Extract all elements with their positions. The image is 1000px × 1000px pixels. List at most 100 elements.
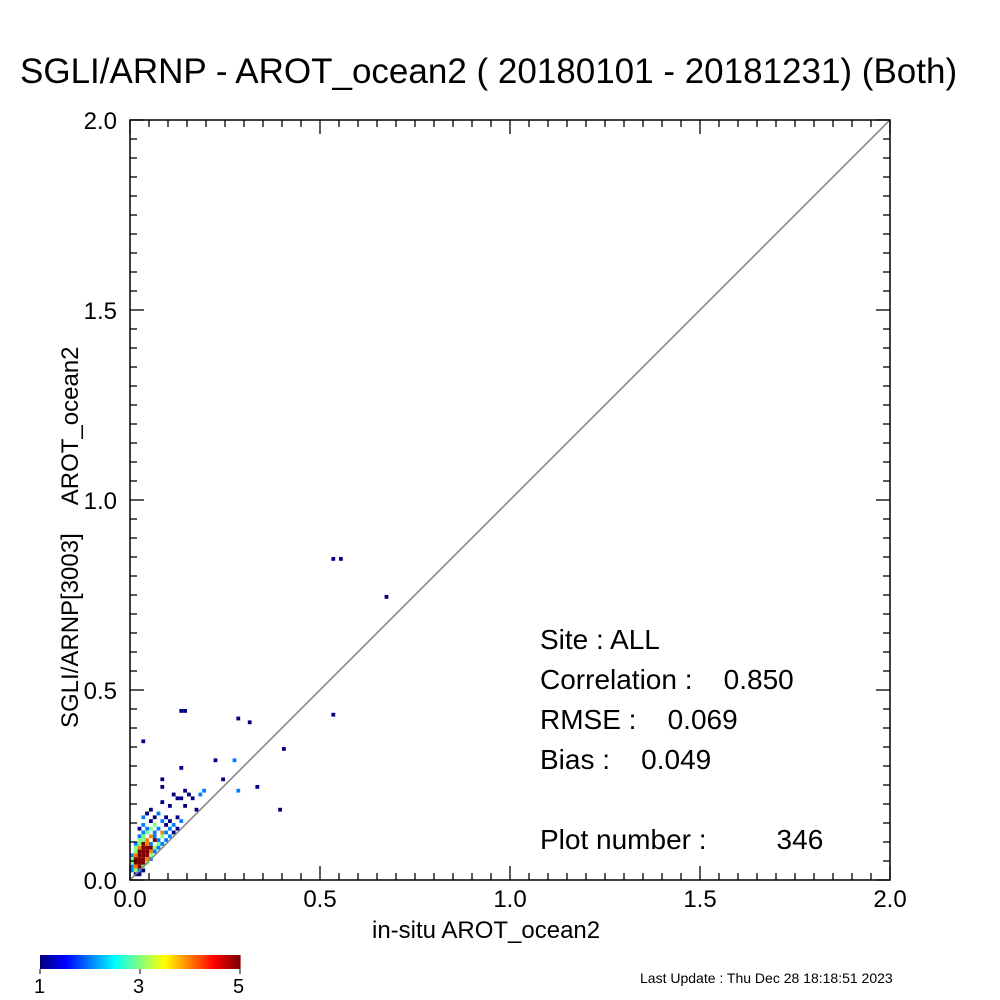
heatmap-cell <box>141 815 146 820</box>
heatmap-cells <box>130 557 389 877</box>
heatmap-cell <box>137 864 142 869</box>
stat-site: Site : ALL <box>540 624 660 655</box>
heatmap-cell <box>156 845 161 850</box>
heatmap-cell <box>384 595 389 599</box>
stat-bias-label: Bias : <box>540 744 611 775</box>
colorbar-segment <box>226 955 229 969</box>
colorbar-segment <box>176 955 179 969</box>
colorbar-segment <box>52 955 55 969</box>
heatmap-cell <box>149 819 153 823</box>
colorbar-segment <box>228 955 231 969</box>
heatmap-cell <box>141 857 146 861</box>
heatmap-cell <box>130 868 134 873</box>
colorbar-segment <box>40 955 43 969</box>
colorbar-segment <box>190 955 193 969</box>
heatmap-cell <box>156 838 161 842</box>
heatmap-cell <box>149 842 153 846</box>
colorbar-segment <box>104 955 107 969</box>
colorbar-segment <box>182 955 185 969</box>
stat-plot-number-value: 346 <box>776 824 824 855</box>
colorbar-segment <box>214 955 217 969</box>
colorbar-segment <box>236 955 239 969</box>
heatmap-cell <box>164 830 168 835</box>
heatmap-cell <box>175 815 180 820</box>
colorbar-segment <box>132 955 135 969</box>
colorbar-segment <box>152 955 155 969</box>
heatmap-cell <box>145 842 149 846</box>
colorbar-segment <box>112 955 115 969</box>
heatmap-cell <box>145 811 149 816</box>
colorbar-segment <box>58 955 61 969</box>
colorbar-segment <box>42 955 45 969</box>
x-axis-label: in-situ AROT_ocean2 <box>372 917 601 944</box>
colorbar-segment <box>92 955 95 969</box>
colorbar-segment <box>46 955 49 969</box>
colorbar-segment <box>148 955 151 969</box>
colorbar-segment <box>66 955 69 969</box>
heatmap-cell <box>141 845 146 850</box>
heatmap-cell <box>168 819 172 823</box>
colorbar-segment <box>50 955 53 969</box>
heatmap-cell <box>194 807 199 812</box>
colorbar-segment <box>156 955 159 969</box>
heatmap-cell <box>190 796 195 801</box>
heatmap-cell <box>156 842 161 846</box>
y-tick-label: 0.5 <box>84 678 117 705</box>
axis-ticks: 0.0 0.5 1.0 1.5 2.0 0.0 0.5 1.0 1.5 2.0 <box>84 108 907 913</box>
colorbar-segment <box>122 955 125 969</box>
heatmap-cell <box>145 830 149 835</box>
colorbar-segment <box>76 955 79 969</box>
x-tick-label: 1.5 <box>683 886 716 913</box>
stat-bias-value: 0.049 <box>641 744 712 775</box>
heatmap-cell <box>149 845 153 850</box>
colorbar-segment <box>56 955 59 969</box>
heatmap-cell <box>141 849 146 854</box>
colorbar-segment <box>136 955 139 969</box>
heatmap-cell <box>179 819 184 823</box>
x-tick-label: 1.0 <box>493 886 526 913</box>
colorbar-segment <box>178 955 181 969</box>
heatmap-cell <box>152 823 157 827</box>
heatmap-cell <box>141 842 146 846</box>
colorbar-segment <box>202 955 205 969</box>
colorbar-label-mid: 3 <box>133 976 145 998</box>
colorbar-segment <box>116 955 119 969</box>
last-update: Last Update : Thu Dec 28 18:18:51 2023 <box>640 970 893 986</box>
colorbar-segment <box>230 955 233 969</box>
colorbar-segment <box>164 955 167 969</box>
heatmap-cell <box>160 834 165 839</box>
heatmap-cell <box>137 842 142 846</box>
heatmap-cell <box>183 788 187 793</box>
one-to-one-line <box>129 119 891 881</box>
y-tick-label: 0.0 <box>84 868 117 895</box>
heatmap-cell <box>183 709 187 713</box>
heatmap-cell <box>141 861 146 865</box>
colorbar-segment <box>114 955 117 969</box>
stat-rmse: RMSE : 0.069 <box>540 700 823 740</box>
heatmap-cell <box>141 868 146 873</box>
heatmap-cell <box>145 838 149 842</box>
colorbar-segment <box>144 955 147 969</box>
heatmap-cell <box>152 849 157 854</box>
heatmap-cell <box>198 792 203 797</box>
colorbar-segment <box>218 955 221 969</box>
colorbar-segment <box>174 955 177 969</box>
colorbar-segment <box>186 955 189 969</box>
heatmap-cell <box>152 845 157 850</box>
colorbar-segment <box>146 955 149 969</box>
colorbar-segment <box>84 955 87 969</box>
heatmap-cell <box>133 853 138 858</box>
heatmap-cell <box>133 842 138 846</box>
heatmap-cell <box>145 853 149 858</box>
heatmap-cell <box>145 849 149 854</box>
colorbar-label-min: 1 <box>34 976 46 998</box>
heatmap-cell <box>141 853 146 858</box>
heatmap-cell <box>221 777 225 782</box>
heatmap-cell <box>282 747 286 751</box>
colorbar-segment <box>196 955 199 969</box>
heatmap-cell <box>133 857 138 861</box>
colorbar-segment <box>120 955 123 969</box>
heatmap-cell <box>141 739 146 744</box>
heatmap-cell <box>152 830 157 835</box>
heatmap-cell <box>141 830 146 835</box>
